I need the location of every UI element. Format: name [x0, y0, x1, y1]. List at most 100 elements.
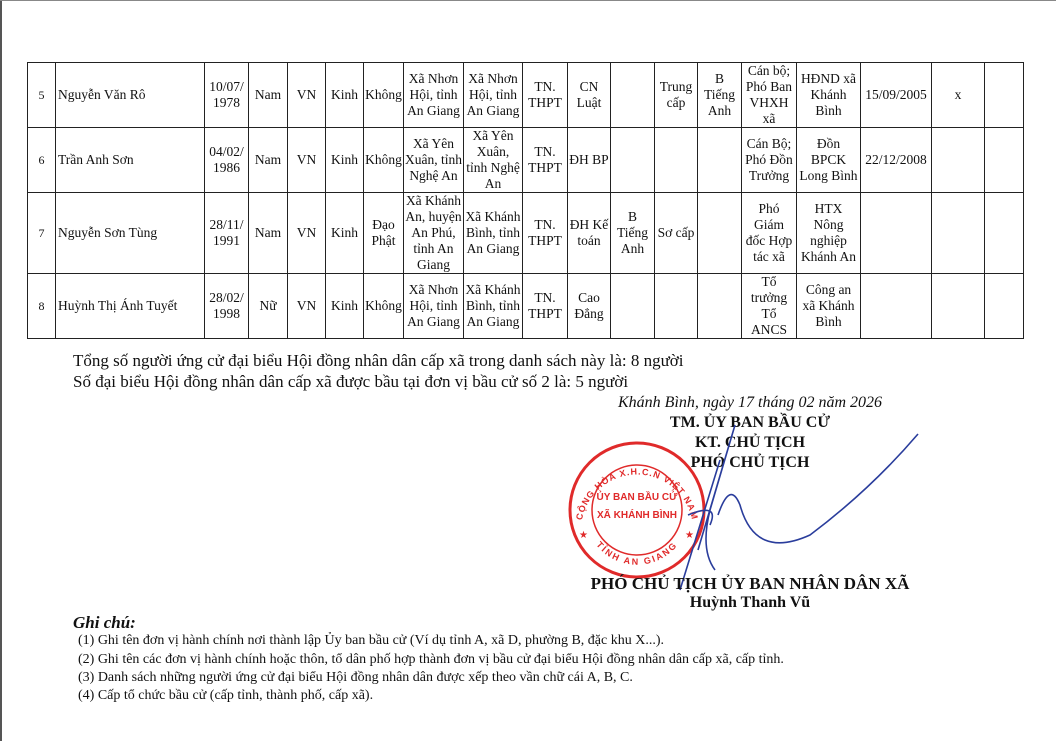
- cell-occupation-position: Cán bộ; Phó Ban VHXH xã: [741, 62, 797, 128]
- cell-council-member: [931, 273, 985, 339]
- cell-political-theory: [610, 273, 655, 339]
- cell-workplace: Công an xã Khánh Bình: [796, 273, 861, 339]
- signer-line-2: KT. CHỦ TỊCH: [694, 434, 806, 451]
- signer-line-1: TM. ỦY BAN BẦU CỬ: [669, 414, 831, 431]
- cell-major: ĐH Kế toán: [567, 192, 611, 274]
- cell-party-join-date: 15/09/2005: [860, 62, 932, 128]
- cell-religion: Không: [363, 127, 404, 193]
- signer-line-3: PHÓ CHỦ TỊCH: [690, 454, 810, 471]
- cell-foreign-language: [697, 273, 742, 339]
- cell-ethnicity: Kinh: [325, 62, 364, 128]
- table-row: 7 Nguyễn Sơn Tùng 28/11/ 1991 Nam VN Kinh Đạo …: [27, 192, 1024, 274]
- cell-council-member: [931, 127, 985, 193]
- cell-other: [984, 273, 1024, 339]
- cell-residence: Xã Khánh Bình, tỉnh An Giang: [463, 273, 523, 339]
- cell-level: [654, 273, 698, 339]
- cell-foreign-language: [697, 127, 742, 193]
- cell-nationality: VN: [287, 192, 326, 274]
- summary-total: Tổng số người ứng cử đại biểu Hội đồng n…: [73, 351, 684, 370]
- scan-edge-top: [0, 0, 1056, 1]
- svg-text:★: ★: [685, 530, 694, 541]
- cell-major: ĐH BP: [567, 127, 611, 193]
- cell-foreign-language: [697, 192, 742, 274]
- svg-text:ỦY BAN BẦU CỬ: ỦY BAN BẦU CỬ: [597, 490, 679, 503]
- cell-gender: Nam: [248, 192, 288, 274]
- cell-party-join-date: 22/12/2008: [860, 127, 932, 193]
- cell-general-education: TN. THPT: [522, 273, 568, 339]
- cell-ethnicity: Kinh: [325, 273, 364, 339]
- cell-other: [984, 192, 1024, 274]
- cell-occupation-position: Phó Giám đốc Hợp tác xã: [741, 192, 797, 274]
- cell-party-join-date: [860, 192, 932, 274]
- cell-nationality: VN: [287, 273, 326, 339]
- cell-full-name: Trần Anh Sơn: [55, 127, 205, 193]
- cell-religion: Đạo Phật: [363, 192, 404, 274]
- cell-stt: 5: [27, 62, 56, 128]
- official-stamp: CỘNG HÒA X.H.C.N VIỆT NAM TỈNH AN GIANG …: [568, 441, 706, 579]
- cell-full-name: Nguyễn Sơn Tùng: [55, 192, 205, 274]
- cell-other: [984, 62, 1024, 128]
- cell-hometown: Xã Yên Xuân, tỉnh Nghệ An: [403, 127, 464, 193]
- cell-general-education: TN. THPT: [522, 192, 568, 274]
- handwritten-signature: [679, 424, 919, 591]
- table-row: 8 Huỳnh Thị Ánh Tuyết 28/02/ 1998 Nữ VN Kinh K…: [27, 273, 1024, 339]
- cell-residence: Xã Khánh Bình, tỉnh An Giang: [463, 192, 523, 274]
- cell-council-member: x: [931, 62, 985, 128]
- cell-birth-date: 04/02/ 1986: [204, 127, 249, 193]
- cell-gender: Nữ: [248, 273, 288, 339]
- cell-hometown: Xã Khánh An, huyện An Phú, tỉnh An Giang: [403, 192, 464, 274]
- cell-political-theory: B Tiếng Anh: [610, 192, 655, 274]
- cell-gender: Nam: [248, 62, 288, 128]
- scan-edge-left: [0, 0, 2, 741]
- cell-stt: 8: [27, 273, 56, 339]
- cell-hometown: Xã Nhơn Hội, tỉnh An Giang: [403, 273, 464, 339]
- note-item: (2) Ghi tên các đơn vị hành chính hoặc t…: [78, 652, 784, 667]
- cell-level: Sơ cấp: [654, 192, 698, 274]
- cell-religion: Không: [363, 273, 404, 339]
- cell-political-theory: [610, 62, 655, 128]
- note-item: (1) Ghi tên đơn vị hành chính nơi thành …: [78, 633, 665, 648]
- cell-gender: Nam: [248, 127, 288, 193]
- place-date: Khánh Bình, ngày 17 tháng 02 năm 2026: [618, 394, 882, 411]
- note-item: (3) Danh sách những người ứng cử đại biể…: [78, 670, 633, 685]
- cell-ethnicity: Kinh: [325, 127, 364, 193]
- cell-level: [654, 127, 698, 193]
- cell-workplace: Đồn BPCK Long Bình: [796, 127, 861, 193]
- cell-party-join-date: [860, 273, 932, 339]
- svg-text:★: ★: [579, 530, 588, 541]
- cell-major: CN Luật: [567, 62, 611, 128]
- cell-other: [984, 127, 1024, 193]
- table-row: 5 Nguyễn Văn Rô 10/07/ 1978 Nam VN Kinh Không X…: [27, 62, 1024, 128]
- table-row: 6 Trần Anh Sơn 04/02/ 1986 Nam VN Kinh Không Xã…: [27, 127, 1024, 193]
- cell-residence: Xã Nhơn Hội, tỉnh An Giang: [463, 62, 523, 128]
- cell-general-education: TN. THPT: [522, 127, 568, 193]
- svg-text:XÃ KHÁNH BÌNH: XÃ KHÁNH BÌNH: [597, 508, 677, 521]
- cell-foreign-language: B Tiếng Anh: [697, 62, 742, 128]
- cell-full-name: Nguyễn Văn Rô: [55, 62, 205, 128]
- cell-major: Cao Đẳng: [567, 273, 611, 339]
- note-item: (4) Cấp tổ chức bầu cử (cấp tỉnh, thành …: [78, 688, 374, 703]
- cell-stt: 7: [27, 192, 56, 274]
- cell-full-name: Huỳnh Thị Ánh Tuyết: [55, 273, 205, 339]
- signer-name: Huỳnh Thanh Vũ: [689, 594, 811, 611]
- cell-occupation-position: Tổ trưởng Tổ ANCS: [741, 273, 797, 339]
- cell-birth-date: 10/07/ 1978: [204, 62, 249, 128]
- cell-birth-date: 28/11/ 1991: [204, 192, 249, 274]
- candidate-table: 5 Nguyễn Văn Rô 10/07/ 1978 Nam VN Kinh Không X…: [27, 62, 1024, 339]
- cell-birth-date: 28/02/ 1998: [204, 273, 249, 339]
- signer-position: PHÓ CHỦ TỊCH ỦY BAN NHÂN DÂN XÃ: [590, 574, 910, 593]
- cell-stt: 6: [27, 127, 56, 193]
- cell-occupation-position: Cán Bộ; Phó Đồn Trưởng: [741, 127, 797, 193]
- cell-religion: Không: [363, 62, 404, 128]
- cell-workplace: HĐND xã Khánh Bình: [796, 62, 861, 128]
- cell-hometown: Xã Nhơn Hội, tỉnh An Giang: [403, 62, 464, 128]
- cell-general-education: TN. THPT: [522, 62, 568, 128]
- cell-nationality: VN: [287, 62, 326, 128]
- cell-ethnicity: Kinh: [325, 192, 364, 274]
- cell-workplace: HTX Nông nghiệp Khánh An: [796, 192, 861, 274]
- notes-title: Ghi chú:: [73, 613, 136, 632]
- summary-elected: Số đại biểu Hội đồng nhân dân cấp xã đượ…: [73, 372, 629, 391]
- cell-council-member: [931, 192, 985, 274]
- cell-political-theory: [610, 127, 655, 193]
- cell-residence: Xã Yên Xuân, tỉnh Nghệ An: [463, 127, 523, 193]
